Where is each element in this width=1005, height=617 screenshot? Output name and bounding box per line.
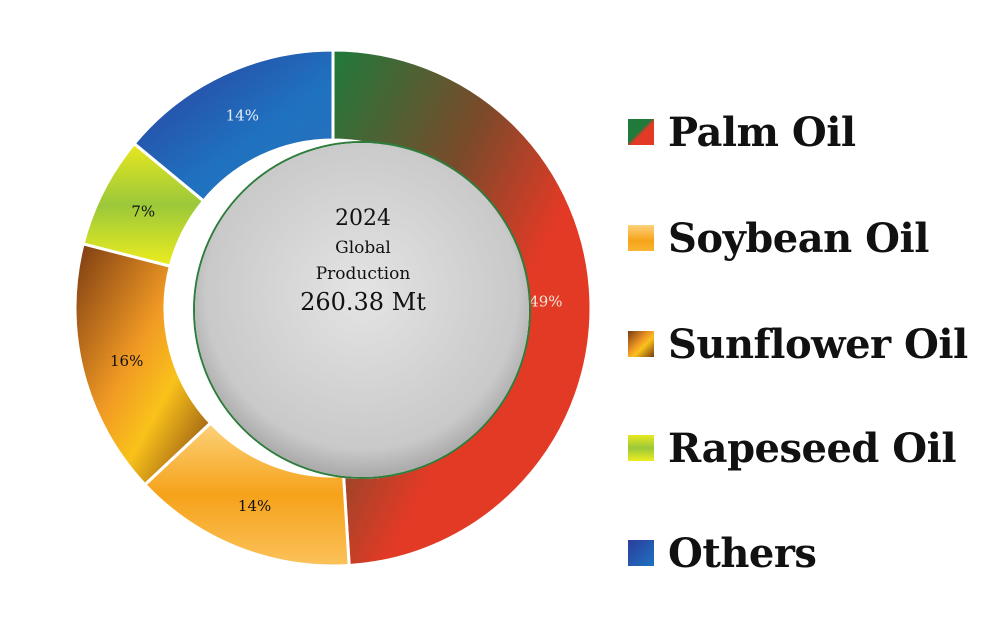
center-total: 260.38 Mt bbox=[300, 288, 426, 316]
legend-label-palm-oil: Palm Oil bbox=[668, 108, 856, 156]
legend-item-soybean-oil: Soybean Oil bbox=[628, 210, 929, 266]
legend-label-rapeseed-oil: Rapeseed Oil bbox=[668, 424, 957, 472]
center-line-1: Global bbox=[335, 238, 391, 258]
slice-labels: 49% 14% 16% 7% 14% bbox=[110, 106, 563, 515]
legend-swatch-rapeseed-oil bbox=[628, 435, 654, 461]
slice-label-rapeseed-oil: 7% bbox=[131, 202, 155, 220]
center-year: 2024 bbox=[335, 206, 391, 231]
slice-label-soybean-oil: 14% bbox=[238, 497, 271, 515]
legend-swatch-sunflower-oil bbox=[628, 331, 654, 357]
legend-swatch-others bbox=[628, 540, 654, 566]
center-disc bbox=[193, 141, 531, 479]
slice-label-others: 14% bbox=[226, 106, 259, 124]
legend-swatch-soybean-oil bbox=[628, 225, 654, 251]
slice-label-palm-oil: 49% bbox=[529, 292, 562, 310]
legend-label-sunflower-oil: Sunflower Oil bbox=[668, 320, 968, 368]
legend-item-palm-oil: Palm Oil bbox=[628, 104, 856, 160]
legend-item-others: Others bbox=[628, 525, 817, 581]
center-line-2: Production bbox=[316, 264, 411, 284]
donut-slices bbox=[73, 48, 593, 568]
legend-label-others: Others bbox=[668, 529, 817, 577]
legend-swatch-palm-oil bbox=[628, 119, 654, 145]
slice-label-sunflower-oil: 16% bbox=[110, 352, 143, 370]
legend-item-sunflower-oil: Sunflower Oil bbox=[628, 316, 968, 372]
legend-label-soybean-oil: Soybean Oil bbox=[668, 214, 929, 262]
slice-others bbox=[132, 48, 335, 204]
legend-item-rapeseed-oil: Rapeseed Oil bbox=[628, 420, 957, 476]
